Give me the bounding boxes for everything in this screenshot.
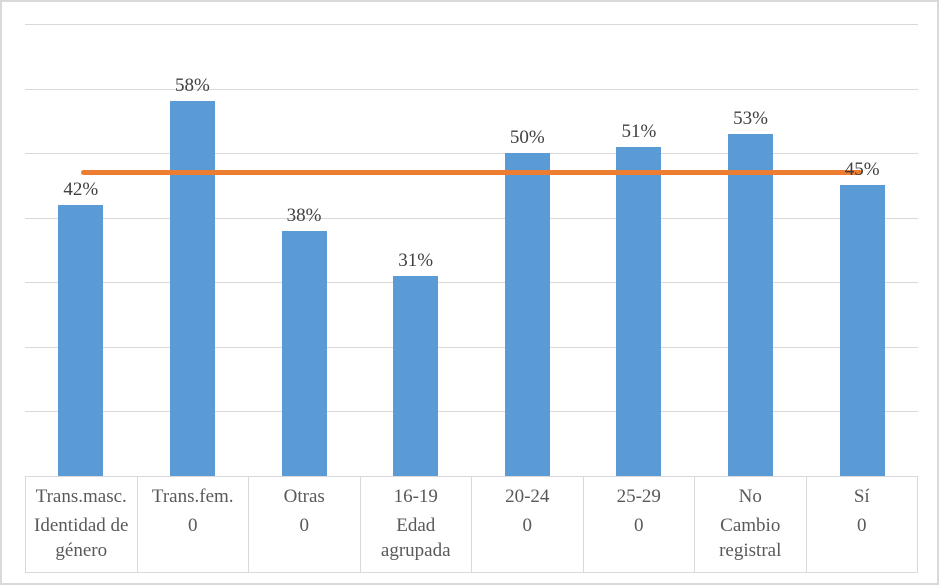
gridline	[25, 88, 918, 90]
gridline	[25, 346, 918, 348]
bar	[393, 275, 439, 476]
group-label: Identidad de género	[34, 515, 129, 562]
bar	[58, 204, 104, 476]
bar-value-label: 53%	[733, 107, 768, 129]
category-label: 20-24	[505, 486, 550, 507]
gridline	[25, 282, 918, 284]
axis-cell: No Cambio registral	[695, 477, 807, 572]
bar	[169, 101, 215, 476]
bar-value-label: 31%	[398, 249, 434, 271]
group-label: 0	[634, 515, 644, 537]
bar	[616, 146, 662, 476]
bar-value-label: 51%	[621, 120, 657, 142]
axis-cell: 20-24 0	[472, 477, 584, 572]
group-label: Edad agrupada	[380, 515, 451, 562]
group-label: 0	[299, 515, 310, 537]
category-label: Sí	[853, 486, 870, 507]
category-label: 25-29	[616, 486, 661, 507]
group-label: 0	[857, 515, 867, 537]
category-label: Trans.masc.	[35, 486, 127, 507]
reference-line	[80, 170, 863, 175]
group-label: 0	[522, 515, 533, 537]
group-label: 0	[188, 515, 198, 537]
bar	[281, 230, 327, 476]
category-label: Trans.fem.	[151, 486, 234, 507]
gridline	[25, 217, 918, 219]
bar-value-label: 42%	[63, 178, 99, 200]
group-label: Cambio registral	[719, 515, 782, 562]
bar	[728, 133, 774, 476]
category-label: Otras	[283, 486, 325, 507]
bar-value-label: 45%	[844, 159, 880, 181]
bar-value-label: 50%	[509, 127, 545, 149]
gridline	[25, 153, 918, 155]
gridline	[25, 24, 918, 25]
bar	[504, 153, 550, 476]
category-label: No	[738, 486, 762, 507]
gridline	[25, 411, 918, 413]
axis-cell: 25-29 0	[584, 477, 695, 572]
category-label: 16-19	[393, 486, 438, 507]
axis-cell: Otras 0	[249, 477, 361, 572]
axis-cell: Sí 0	[807, 477, 918, 572]
axis-cell: 16-19 Edad agrupada	[361, 477, 472, 572]
axis-cell: Trans.masc. Identidad de género	[26, 477, 138, 572]
bar-value-label: 58%	[175, 75, 210, 97]
bar	[839, 185, 885, 476]
axis-cell: Trans.fem. 0	[138, 477, 249, 572]
category-axis: Trans.masc. Identidad de género Trans.fem.…	[25, 476, 918, 573]
bar-value-label: 38%	[286, 204, 322, 226]
